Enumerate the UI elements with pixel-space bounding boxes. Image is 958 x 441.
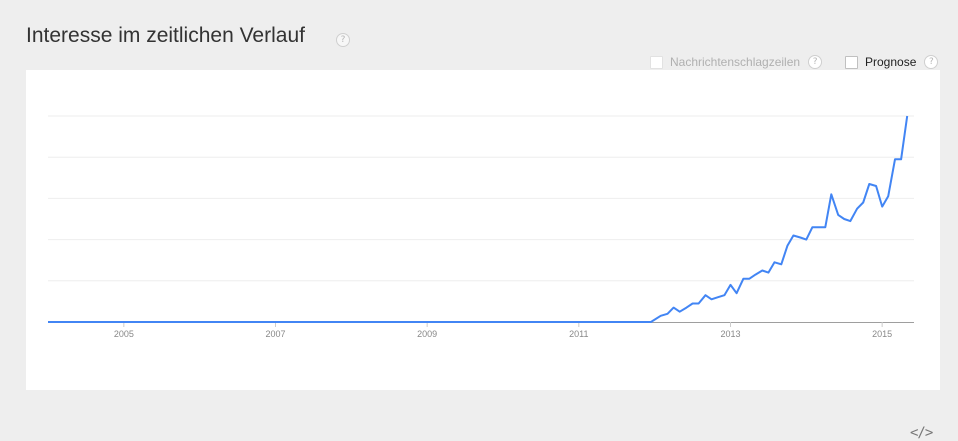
series-line-0 — [48, 115, 909, 323]
x-tick-label-2007: 2007 — [265, 329, 285, 339]
chart-options: Nachrichtenschlagzeilen ? Prognose ? — [0, 55, 958, 75]
embed-code-icon[interactable]: </> — [910, 425, 933, 441]
forecast-option[interactable]: Prognose ? — [845, 55, 939, 69]
help-icon[interactable]: ? — [336, 33, 350, 47]
page-title: Interesse im zeitlichen Verlauf — [26, 24, 305, 47]
x-tick-label-2009: 2009 — [417, 329, 437, 339]
news-headlines-checkbox — [650, 55, 663, 69]
x-tick-label-2011: 2011 — [569, 329, 588, 339]
news-headlines-label: Nachrichtenschlagzeilen — [670, 55, 801, 69]
x-tick-label-2015: 2015 — [872, 329, 892, 339]
chart-card: 2005 2007 2009 2011 2013 2015 </> — [26, 70, 940, 441]
x-tick-label-2013: 2013 — [720, 329, 740, 339]
news-help-icon[interactable]: ? — [808, 55, 823, 69]
forecast-label[interactable]: Prognose — [865, 55, 917, 69]
news-headlines-option: Nachrichtenschlagzeilen ? — [650, 55, 823, 69]
x-tick-label-2005: 2005 — [114, 329, 134, 339]
trend-chart: 2005 2007 2009 2011 2013 2015 — [48, 115, 914, 339]
forecast-help-icon[interactable]: ? — [924, 55, 939, 69]
forecast-checkbox[interactable] — [845, 55, 858, 69]
